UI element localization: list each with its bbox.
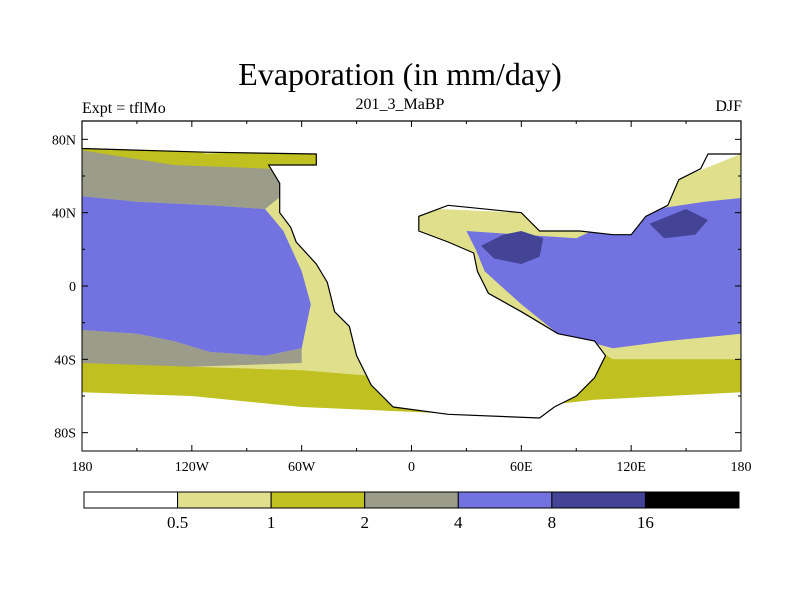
y-tick-label: 0	[69, 280, 76, 295]
x-tick-label: 120E	[616, 460, 646, 475]
colorbar-label: 2	[360, 513, 369, 532]
colorbar-label: 16	[637, 513, 654, 532]
land-mass	[81, 120, 742, 419]
x-tick-label: 180	[731, 460, 752, 475]
colorbar-box	[644, 491, 740, 509]
y-tick-label: 80N	[52, 133, 76, 148]
left-string: Expt = tflMo	[82, 100, 166, 117]
region-2-4-0	[82, 150, 330, 209]
chart-title: Evaporation (in mm/day)	[238, 56, 562, 92]
x-tick-label: 60E	[510, 460, 533, 475]
right-string: DJF	[715, 98, 742, 115]
colorbar-label: 8	[548, 513, 557, 532]
y-tick-label: 40N	[52, 207, 76, 222]
x-tick-label: 180	[72, 460, 93, 475]
colorbar-box	[457, 491, 553, 509]
x-tick-label: 0	[408, 460, 415, 475]
x-tick-label: 120W	[175, 460, 210, 475]
colorbar-box	[551, 491, 646, 509]
region-8-16-1	[649, 209, 708, 239]
region-8-16-0	[481, 231, 544, 264]
colorbar-box	[177, 491, 272, 509]
colorbar-label: 0.5	[167, 513, 188, 532]
colorbar-box	[83, 491, 179, 509]
center-string: 201_3_MaBP	[355, 96, 445, 113]
colorbar-box	[364, 491, 459, 509]
y-tick-label: 40S	[54, 353, 76, 368]
x-tick-label: 60W	[288, 460, 316, 475]
colorbar-label: 1	[267, 513, 276, 532]
region-4-8-0	[82, 196, 311, 356]
y-tick-label: 80S	[54, 427, 76, 442]
colorbar-box	[270, 491, 366, 509]
region-2-4-1	[82, 330, 302, 367]
colorbar-label: 4	[454, 513, 463, 532]
